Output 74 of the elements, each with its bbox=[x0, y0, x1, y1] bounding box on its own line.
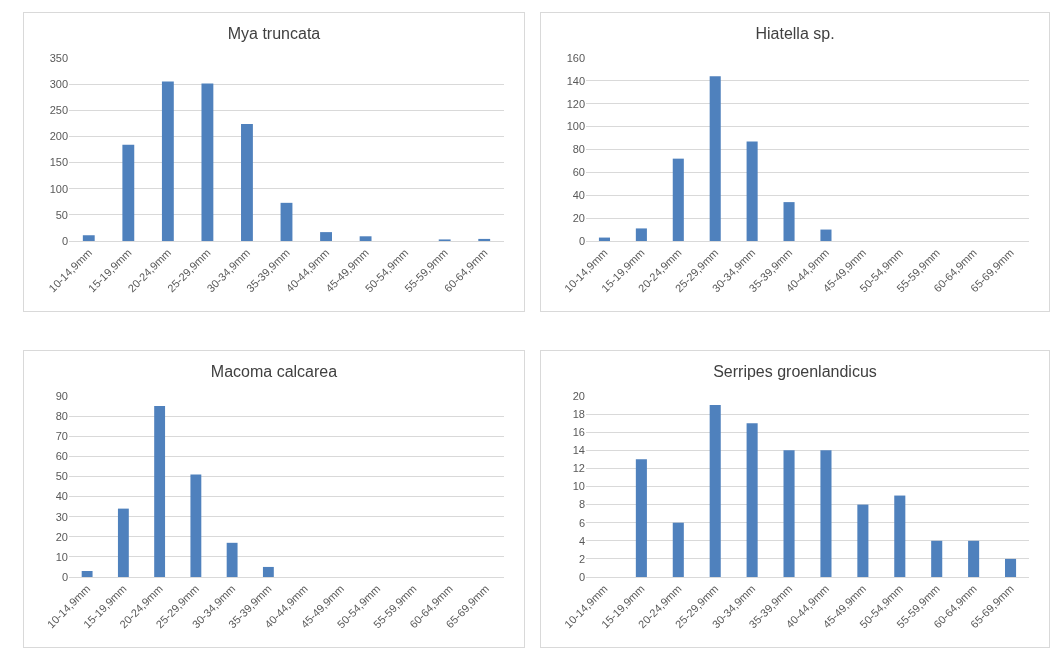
bar bbox=[280, 202, 293, 241]
y-tick-label: 20 bbox=[572, 211, 585, 224]
bar bbox=[672, 158, 684, 241]
y-tick-label: 6 bbox=[578, 516, 585, 529]
bar bbox=[201, 83, 214, 241]
y-tick-label: 10 bbox=[55, 550, 68, 563]
bar bbox=[931, 540, 943, 577]
bar bbox=[894, 495, 906, 577]
chart-title: Hiatella sp. bbox=[755, 25, 835, 43]
y-tick-label: 120 bbox=[566, 97, 585, 110]
y-tick-label: 140 bbox=[566, 74, 585, 87]
bar bbox=[709, 405, 721, 577]
y-tick-label: 50 bbox=[55, 470, 68, 483]
chart-title: Serripes groenlandicus bbox=[713, 363, 877, 380]
bar bbox=[122, 144, 135, 241]
y-tick-label: 150 bbox=[49, 156, 68, 169]
bar bbox=[478, 238, 491, 241]
bar bbox=[968, 540, 980, 577]
bar bbox=[117, 508, 129, 577]
y-tick-label: 0 bbox=[61, 570, 68, 583]
bar bbox=[709, 76, 721, 241]
y-tick-label: 0 bbox=[61, 234, 68, 247]
bar bbox=[262, 566, 274, 577]
bar bbox=[746, 141, 758, 241]
bar bbox=[359, 236, 372, 241]
y-tick-label: 14 bbox=[572, 444, 585, 457]
bar bbox=[161, 81, 174, 241]
bar bbox=[783, 450, 795, 577]
bar bbox=[672, 522, 684, 577]
y-tick-label: 40 bbox=[55, 490, 68, 503]
bar bbox=[226, 542, 238, 577]
y-tick-label: 100 bbox=[49, 182, 68, 195]
bar bbox=[82, 235, 95, 241]
y-tick-label: 60 bbox=[55, 450, 68, 463]
bar bbox=[241, 123, 253, 241]
y-tick-label: 4 bbox=[578, 534, 585, 547]
y-tick-label: 10 bbox=[572, 480, 585, 493]
bar bbox=[783, 202, 795, 241]
bar bbox=[1005, 558, 1017, 577]
y-tick-label: 350 bbox=[49, 51, 68, 64]
bar bbox=[857, 504, 869, 577]
y-tick-label: 30 bbox=[55, 510, 68, 523]
y-tick-label: 160 bbox=[566, 51, 585, 64]
y-tick-label: 18 bbox=[572, 407, 585, 420]
chart-title: Mya truncata bbox=[227, 25, 321, 43]
y-tick-label: 60 bbox=[572, 166, 585, 179]
y-tick-label: 20 bbox=[55, 530, 68, 543]
y-tick-label: 80 bbox=[55, 409, 68, 422]
y-tick-label: 100 bbox=[566, 120, 585, 133]
y-tick-label: 2 bbox=[578, 552, 585, 565]
y-tick-label: 200 bbox=[49, 130, 68, 143]
y-tick-label: 0 bbox=[578, 234, 585, 247]
bar bbox=[190, 474, 202, 577]
bar bbox=[820, 450, 832, 577]
y-tick-label: 20 bbox=[572, 389, 585, 402]
y-tick-label: 16 bbox=[572, 426, 585, 439]
chart-title: Macoma calcarea bbox=[210, 363, 338, 380]
bar bbox=[635, 459, 647, 577]
y-tick-label: 50 bbox=[55, 208, 68, 221]
y-tick-label: 90 bbox=[55, 389, 68, 402]
bar bbox=[154, 406, 166, 577]
bar bbox=[746, 423, 758, 577]
y-tick-label: 8 bbox=[578, 498, 585, 511]
bar bbox=[81, 570, 93, 577]
y-tick-label: 80 bbox=[572, 143, 585, 156]
y-tick-label: 300 bbox=[49, 77, 68, 90]
y-tick-label: 250 bbox=[49, 104, 68, 117]
bar bbox=[320, 232, 332, 241]
bar bbox=[635, 228, 647, 241]
y-tick-label: 70 bbox=[55, 430, 68, 443]
y-tick-label: 40 bbox=[572, 189, 585, 202]
bar bbox=[820, 229, 832, 241]
y-tick-label: 12 bbox=[572, 462, 585, 475]
y-tick-label: 0 bbox=[578, 570, 585, 583]
